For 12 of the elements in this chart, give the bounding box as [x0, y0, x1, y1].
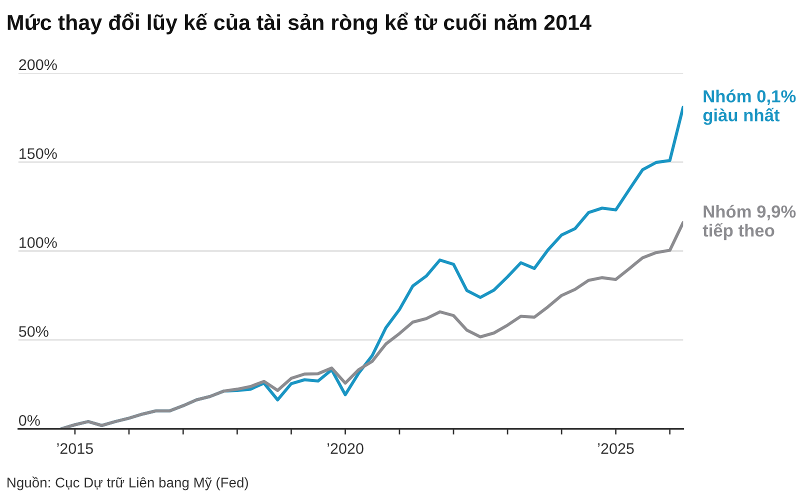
x-tick-label: ’2020 — [328, 443, 364, 454]
series-label: Nhóm 9,9% tiếp theo — [702, 204, 796, 240]
series-label: Nhóm 0,1% giàu nhất — [703, 90, 796, 125]
x-tick-label: ’2015 — [57, 443, 93, 454]
y-tick-label: 0% — [18, 415, 40, 426]
chart-title: Mức thay đổi lũy kế của tài sản ròng kể từ cuối năm 2014 — [8, 12, 592, 34]
text: Nguồn: Cục Dự trữ Liên bang Mỹ (Fed) — [8, 476, 248, 490]
y-tick-label: 100% — [20, 237, 57, 248]
y-tick-label: 50% — [18, 326, 48, 337]
x-tick-label: ’2025 — [598, 443, 634, 454]
y-tick-label: 150% — [20, 148, 57, 160]
y-tick-label: 200% — [19, 59, 57, 70]
